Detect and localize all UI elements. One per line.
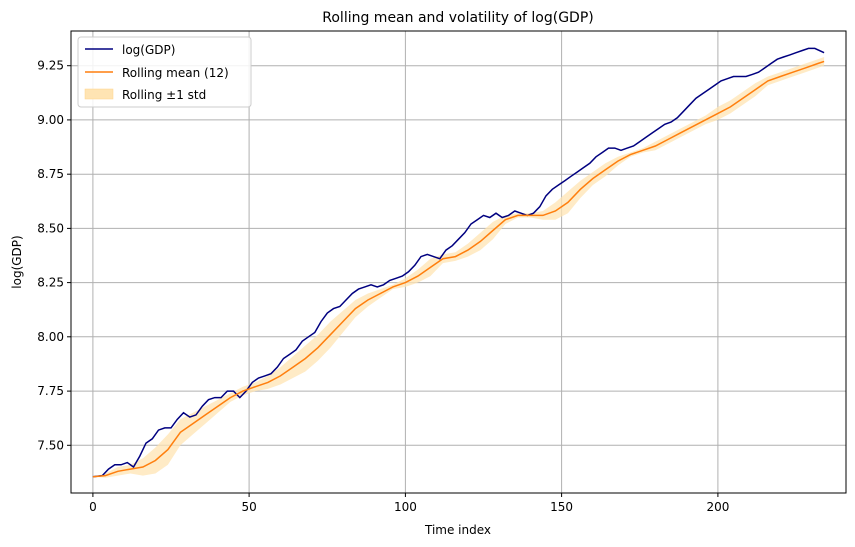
y-grid (71, 65, 846, 446)
y-axis-label: log(GDP) (10, 235, 24, 288)
x-tick-label: 0 (89, 500, 97, 514)
series-line-log-gdp (92, 47, 825, 478)
legend-swatch-rolling-std (84, 88, 114, 100)
legend-label-rolling-std: Rolling ±1 std (122, 88, 206, 102)
y-tick-label: 8.00 (37, 330, 64, 344)
x-grid (92, 31, 719, 493)
legend-box (77, 36, 252, 108)
y-tick-label: 9.00 (37, 113, 64, 127)
plot-frame (70, 30, 847, 494)
y-tick-label: 8.25 (37, 276, 64, 290)
x-axis-label: Time index (424, 523, 491, 537)
y-tick-label: 8.50 (37, 221, 64, 235)
legend: log(GDP) Rolling mean (12) Rolling ±1 st… (77, 36, 252, 108)
legend-label-rolling-mean: Rolling mean (12) (122, 66, 229, 80)
y-axis: 7.50 7.75 8.00 8.25 8.50 8.75 9.00 9.25 (37, 59, 71, 452)
legend-label-log-gdp: log(GDP) (122, 43, 175, 57)
y-tick-label: 7.75 (37, 384, 64, 398)
x-axis: 0 50 100 150 200 (89, 493, 729, 514)
x-tick-label: 50 (241, 500, 256, 514)
series-line-rolling-mean (92, 60, 825, 478)
y-tick-label: 7.50 (37, 438, 64, 452)
y-tick-label: 9.25 (37, 59, 64, 73)
y-tick-label: 8.75 (37, 167, 64, 181)
x-tick-label: 200 (706, 500, 729, 514)
x-tick-label: 100 (394, 500, 417, 514)
x-tick-label: 150 (550, 500, 573, 514)
rolling-std-band (92, 57, 825, 478)
chart-title: Rolling mean and volatility of log(GDP) (322, 10, 593, 26)
